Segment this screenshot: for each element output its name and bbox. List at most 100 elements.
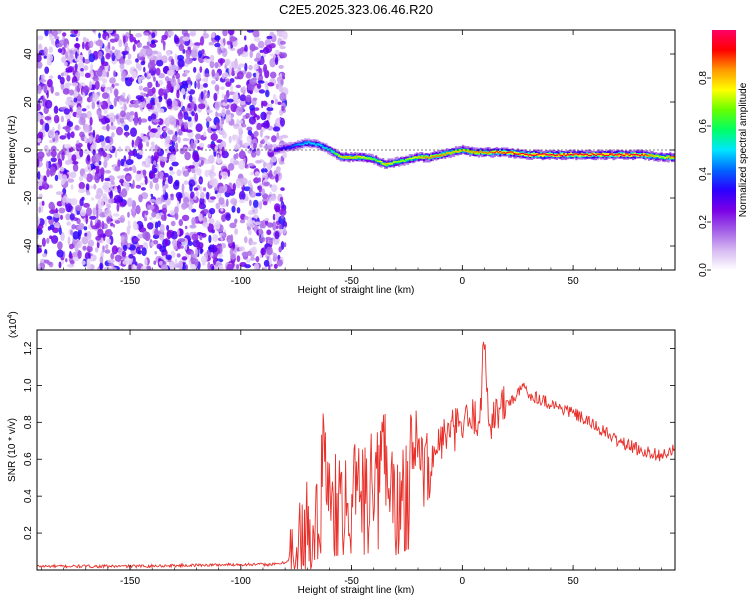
ridge-segment	[426, 155, 429, 159]
noise-blob	[228, 66, 232, 75]
ridge-segment	[522, 152, 525, 154]
noise-blob	[146, 103, 153, 110]
ridge-segment	[490, 151, 493, 156]
noise-blob	[244, 35, 247, 41]
ridge-segment	[465, 150, 468, 152]
ridge-segment	[529, 154, 532, 157]
noise-blob	[203, 131, 207, 137]
ridge-segment	[624, 153, 628, 155]
noise-blob	[201, 78, 208, 82]
noise-blob	[227, 44, 231, 50]
noise-blob	[94, 173, 100, 184]
noise-blob	[86, 110, 92, 119]
noise-blob	[241, 86, 246, 94]
ridge-segment	[389, 163, 392, 165]
noise-blob	[153, 93, 156, 99]
ridge-segment	[300, 142, 303, 146]
noise-blob	[97, 198, 104, 209]
ridge-segment	[520, 153, 523, 156]
noise-blob	[183, 111, 189, 121]
noise-blob	[52, 227, 60, 234]
ridge-segment	[355, 157, 358, 159]
noise-blob	[174, 258, 178, 265]
noise-blob	[266, 35, 273, 40]
ridge-segment	[405, 158, 408, 160]
noise-blob	[158, 171, 164, 180]
noise-blob	[249, 191, 257, 198]
noise-blob	[66, 43, 69, 52]
noise-blob	[81, 236, 89, 245]
ridge-segment	[337, 155, 340, 157]
noise-blob	[79, 148, 84, 158]
noise-blob	[147, 81, 153, 89]
ridge-segment	[451, 152, 454, 154]
noise-blob	[154, 183, 160, 191]
noise-blob	[123, 124, 130, 132]
noise-blob	[99, 262, 104, 270]
snr-series-line	[37, 341, 675, 570]
noise-blob	[214, 61, 219, 69]
noise-blob	[242, 123, 247, 128]
noise-blob	[108, 228, 112, 236]
noise-blob	[43, 175, 47, 183]
snr-multiplier-exp: 4	[7, 315, 14, 319]
noise-blob	[144, 258, 148, 267]
ridge-segment	[617, 154, 620, 157]
noise-blob	[127, 243, 131, 248]
ridge-segment	[594, 155, 597, 157]
ridge-segment	[275, 148, 278, 150]
noise-blob	[266, 222, 274, 228]
ridge-segment	[628, 154, 631, 156]
noise-blob	[143, 32, 150, 36]
noise-blob	[81, 260, 86, 266]
noise-blob	[188, 32, 196, 36]
noise-blob	[124, 77, 129, 81]
noise-blob	[39, 261, 45, 270]
noise-blob	[185, 165, 189, 170]
noise-blob	[244, 62, 248, 72]
noise-blob	[260, 233, 264, 238]
noise-blob	[109, 266, 117, 270]
noise-blob	[269, 58, 276, 68]
ridge-segment	[578, 153, 582, 155]
y-tick-label: 0.6	[23, 452, 34, 466]
noise-blob	[119, 63, 125, 70]
noise-blob	[104, 208, 112, 218]
noise-blob	[213, 92, 218, 102]
noise-blob	[229, 222, 237, 229]
noise-blob	[40, 205, 44, 213]
noise-blob	[198, 220, 204, 224]
noise-blob	[188, 165, 196, 169]
noise-blob	[113, 88, 119, 97]
noise-blob	[272, 126, 281, 132]
noise-blob	[217, 46, 222, 55]
noise-blob	[39, 118, 44, 125]
ridge-segment	[282, 146, 286, 149]
noise-blob	[209, 60, 215, 69]
noise-blob	[85, 183, 90, 191]
noise-blob	[73, 97, 78, 103]
ridge-segment	[293, 144, 296, 149]
noise-blob	[198, 178, 203, 183]
noise-blob	[253, 263, 260, 270]
x-tick-label: -150	[120, 276, 140, 287]
ridge-segment	[557, 153, 560, 155]
noise-blob	[38, 193, 43, 199]
noise-blob	[130, 207, 137, 214]
ridge-segment	[298, 143, 301, 146]
snr-y-label: SNR (10 * v/v)	[7, 418, 18, 482]
ridge-segment	[437, 155, 440, 157]
noise-blob	[204, 73, 210, 78]
noise-blob	[86, 230, 92, 240]
ridge-segment	[623, 155, 626, 157]
noise-blob	[221, 146, 225, 156]
noise-blob	[37, 158, 40, 168]
noise-blob	[249, 50, 253, 59]
ridge-segment	[566, 154, 569, 156]
noise-blob	[48, 46, 54, 53]
noise-blob	[76, 140, 80, 144]
ridge-segment	[302, 144, 305, 146]
snr-multiplier-close: )	[8, 311, 19, 314]
noise-blob	[248, 64, 253, 71]
ridge-segment	[531, 152, 534, 156]
